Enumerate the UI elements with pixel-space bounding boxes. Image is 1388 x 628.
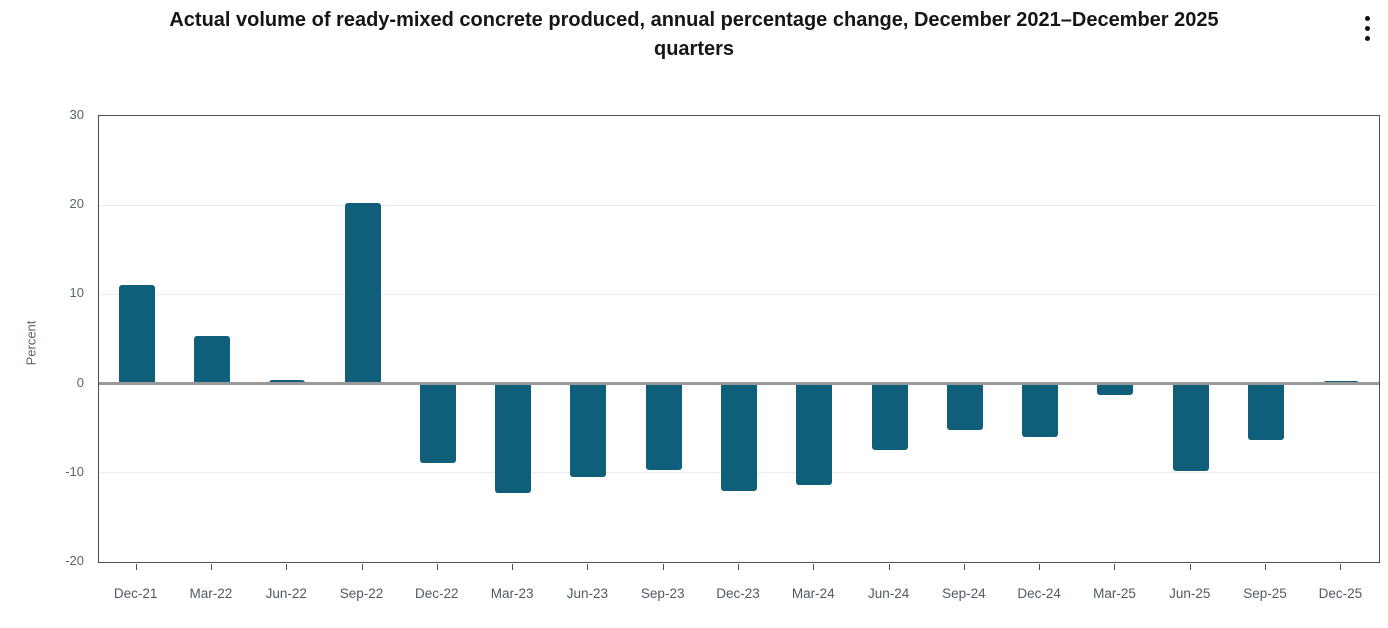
x-tick-dec-21 <box>135 564 137 570</box>
bar-sep-24[interactable] <box>946 383 983 430</box>
y-tick-label-30: 30 <box>69 107 84 122</box>
bar-dec-24[interactable] <box>1022 383 1059 438</box>
bar-dec-23[interactable] <box>721 383 757 491</box>
x-tick-sep-25 <box>1265 564 1267 570</box>
bar-jun-22[interactable] <box>269 380 306 384</box>
x-axis-label-sep-25: Sep-25 <box>1243 586 1287 601</box>
x-axis-label-sep-24: Sep-24 <box>942 586 986 601</box>
page-title-line1: Actual volume of ready-mixed concrete pr… <box>169 9 1219 31</box>
bar-sep-23[interactable] <box>645 383 682 471</box>
bar-mar-25[interactable] <box>1097 383 1134 396</box>
x-tick-jun-23 <box>587 564 589 570</box>
x-tick-dec-22 <box>436 564 438 570</box>
kebab-menu-icon <box>1364 15 1370 41</box>
bar-sep-22[interactable] <box>344 203 381 384</box>
x-tick-dec-24 <box>1039 564 1041 570</box>
x-tick-mar-24 <box>813 564 815 570</box>
x-axis-label-sep-23: Sep-23 <box>640 586 685 601</box>
bar-dec-21[interactable] <box>118 285 155 384</box>
x-tick-dec-25 <box>1340 564 1342 570</box>
x-tick-sep-22 <box>361 564 363 570</box>
x-tick-mar-25 <box>1114 564 1116 570</box>
zero-line <box>99 382 1379 386</box>
bar-sep-25[interactable] <box>1248 383 1285 440</box>
gridline-10 <box>99 293 1379 295</box>
x-axis-label-jun-24: Jun-24 <box>867 586 910 601</box>
bar-jun-24[interactable] <box>871 383 908 451</box>
x-axis-label-jun-23: Jun-23 <box>566 586 609 601</box>
more-options-button[interactable] <box>1356 10 1378 46</box>
x-axis-label-mar-22: Mar-22 <box>189 586 233 601</box>
x-axis-label-dec-23: Dec-23 <box>716 586 760 601</box>
x-axis-label-dec-25: Dec-25 <box>1318 586 1363 601</box>
x-tick-sep-23 <box>662 564 664 570</box>
x-tick-jun-24 <box>888 564 890 570</box>
x-tick-dec-23 <box>738 564 739 570</box>
bar-dec-22[interactable] <box>419 383 456 463</box>
x-tick-sep-24 <box>963 564 965 570</box>
bar-jun-23[interactable] <box>570 383 607 478</box>
plot-area <box>98 115 1380 563</box>
y-tick-label-10: 10 <box>69 285 84 301</box>
x-tick-mar-22 <box>210 564 212 570</box>
bar-mar-23[interactable] <box>495 383 532 494</box>
y-tick-label--10: -10 <box>65 463 84 479</box>
bar-mar-22[interactable] <box>193 336 230 384</box>
x-axis-label-jun-25: Jun-25 <box>1169 586 1211 601</box>
x-tick-mar-23 <box>512 564 514 570</box>
page-title: Actual volume of ready-mixed concrete pr… <box>0 6 1388 64</box>
x-axis-label-dec-22: Dec-22 <box>415 586 459 601</box>
x-axis-label-jun-22: Jun-22 <box>265 586 307 601</box>
x-axis-label-sep-22: Sep-22 <box>339 586 384 601</box>
y-axis-title: Percent <box>23 320 39 366</box>
y-tick-label-20: 20 <box>69 196 84 212</box>
x-axis-label-mar-24: Mar-24 <box>791 586 835 601</box>
y-tick-label-0: 0 <box>76 374 84 390</box>
x-axis-label-dec-21: Dec-21 <box>113 586 158 601</box>
page-title-line2: quarters <box>653 38 735 60</box>
bar-jun-25[interactable] <box>1172 383 1209 471</box>
x-axis-label-mar-25: Mar-25 <box>1093 586 1136 601</box>
y-tick-label--20: -20 <box>65 553 84 568</box>
gridline-20 <box>99 204 1379 206</box>
x-tick-jun-22 <box>286 564 288 570</box>
x-tick-jun-25 <box>1189 564 1191 570</box>
x-axis-label-dec-24: Dec-24 <box>1017 586 1061 601</box>
x-axis-label-mar-23: Mar-23 <box>490 586 534 601</box>
bar-mar-24[interactable] <box>796 383 833 486</box>
